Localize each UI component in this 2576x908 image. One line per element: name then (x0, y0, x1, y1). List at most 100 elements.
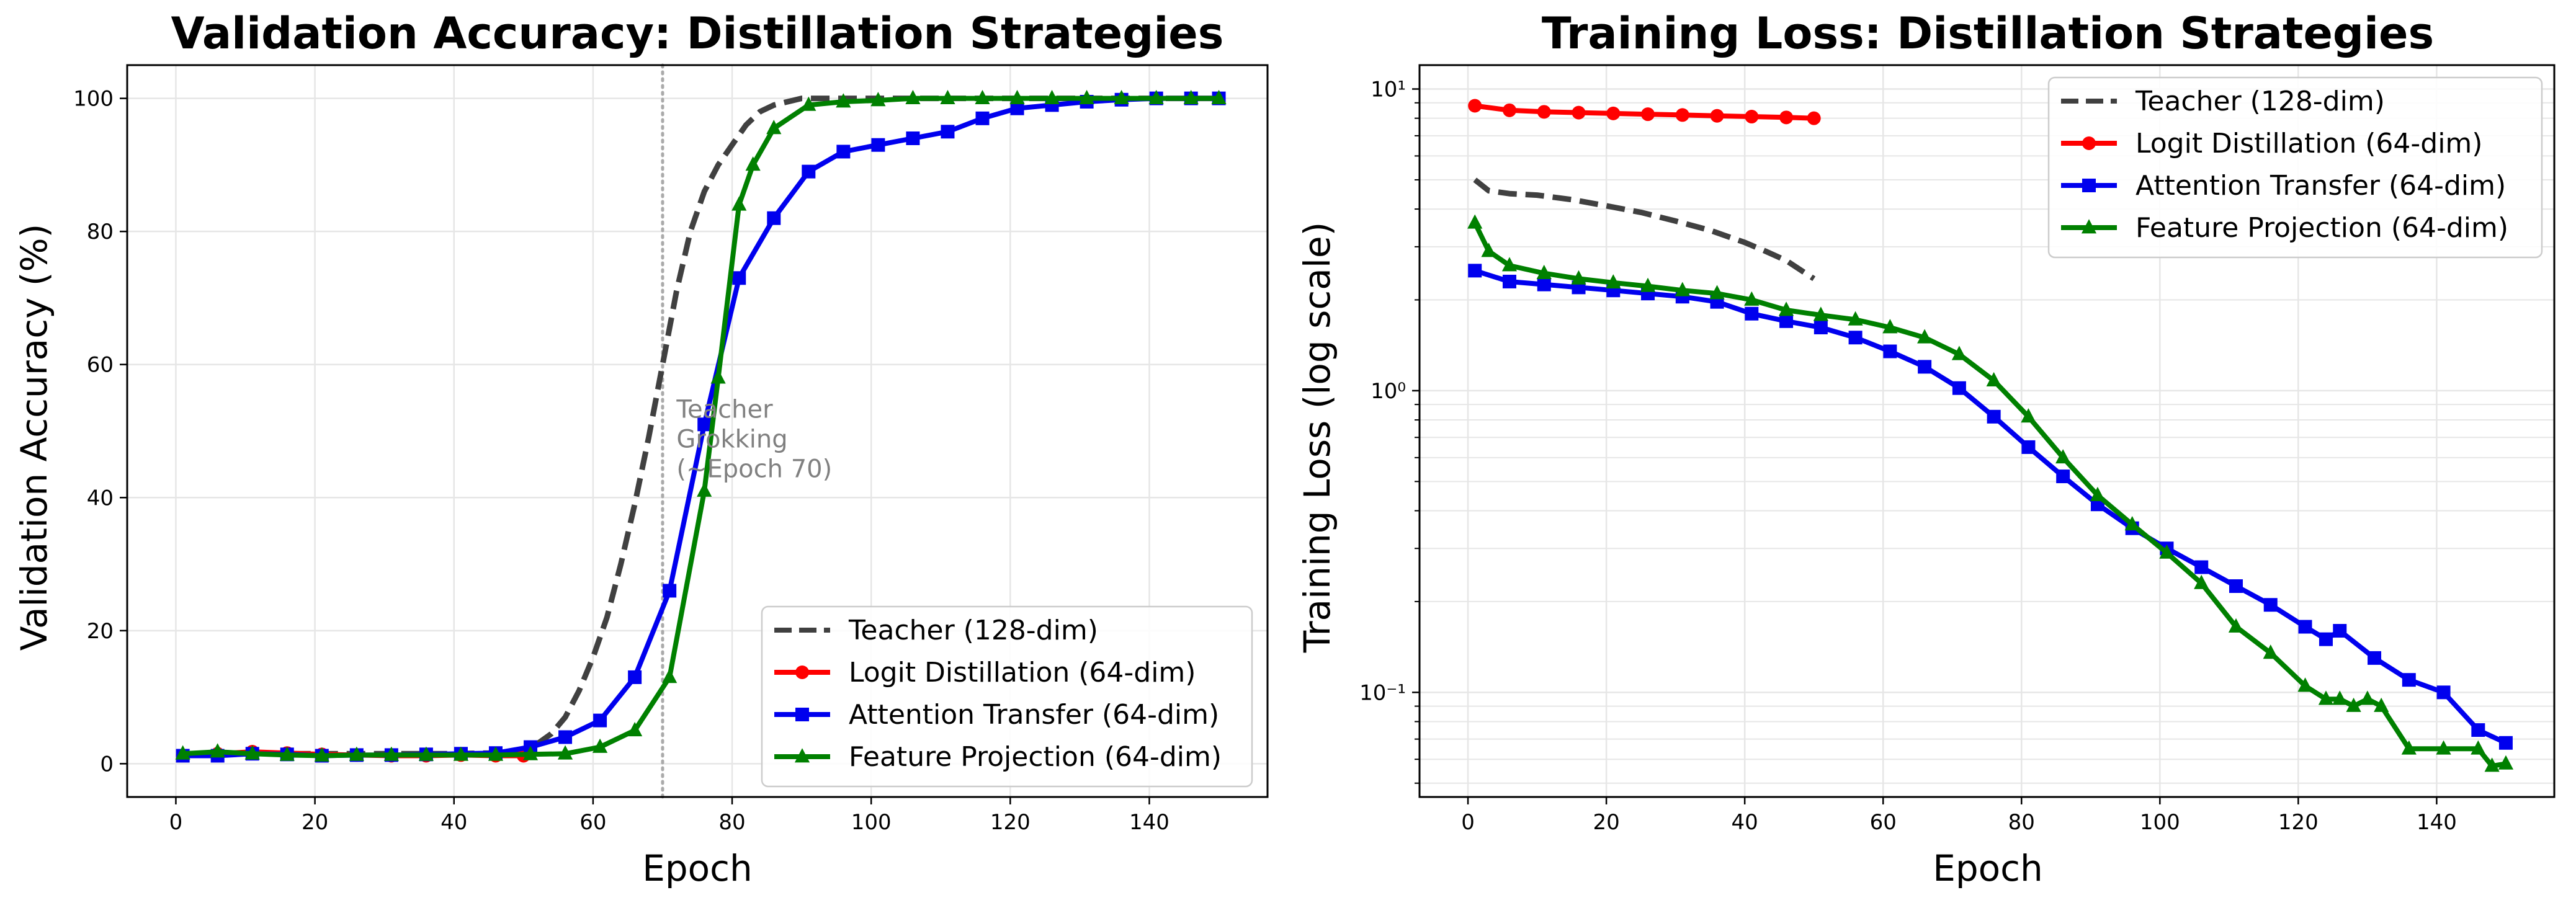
feature-projection-point (1917, 329, 1933, 344)
feature-projection-point (522, 746, 539, 760)
logit-distillation-point (1807, 111, 1821, 125)
loss-plot-frame (1418, 64, 2556, 798)
feature-projection-point (731, 196, 747, 211)
accuracy-legend-box (761, 605, 1253, 788)
feature-projection-point (1536, 264, 1552, 279)
feature-projection-point (2346, 697, 2361, 712)
logit-distillation-point (1537, 105, 1551, 119)
attention-transfer-point (2333, 624, 2347, 638)
attention-transfer-point (558, 730, 573, 744)
loss-x-tick-label: 140 (2417, 810, 2457, 835)
attention-transfer-point (1010, 101, 1024, 115)
feature-projection-point (2318, 690, 2334, 705)
attention-transfer-point (2319, 632, 2333, 646)
accuracy-x-tick-label: 100 (851, 810, 892, 835)
feature-projection-point (627, 721, 643, 737)
accuracy-y-tick-label: 40 (87, 486, 114, 510)
attention-transfer-point (1745, 306, 1759, 321)
legend-teacher-label: Teacher (128-dim) (848, 615, 1098, 646)
attention-transfer-point (836, 145, 851, 159)
feature-projection-point (1606, 274, 1621, 289)
feature-projection-point (349, 746, 364, 761)
feature-projection-point (1986, 372, 2001, 387)
attention-transfer-point (2056, 470, 2070, 484)
feature-projection-point (2484, 757, 2500, 772)
feature-projection-point (905, 89, 921, 104)
feature-projection-point (1882, 319, 1898, 334)
feature-projection-point (488, 746, 504, 761)
feature-projection-point (836, 93, 851, 108)
logit-distillation-point (1675, 108, 1689, 122)
feature-projection-point (1148, 89, 1164, 104)
attention-transfer-point (1883, 344, 1897, 358)
attention-transfer-point (2021, 440, 2036, 454)
feature-projection-point (2263, 644, 2278, 659)
feature-projection-line (1472, 220, 2508, 769)
attention-transfer-point (2498, 736, 2513, 750)
feature-projection-point (1951, 345, 1967, 360)
attention-transfer-point (2402, 673, 2416, 687)
feature-projection-point (745, 156, 761, 171)
teacher-line (1473, 177, 1816, 282)
loss-x-axis-label: Epoch (1933, 847, 2043, 889)
attention-transfer-point (1848, 331, 1863, 345)
attention-transfer-point (1468, 264, 1482, 278)
feature-projection-point (2021, 408, 2036, 423)
loss-x-tick-label: 80 (2008, 810, 2035, 835)
accuracy-y-tick-label: 100 (73, 87, 114, 112)
legend-attention-transfer-marker (795, 708, 809, 721)
feature-projection-point (2297, 677, 2313, 692)
feature-projection-point (975, 89, 990, 104)
attention-transfer-point (975, 111, 990, 125)
attention-transfer-point (2298, 620, 2312, 634)
logit-distillation-point (1502, 103, 1516, 117)
feature-projection-point (662, 669, 678, 683)
feature-projection-point (2055, 449, 2071, 464)
feature-projection-point (1467, 214, 1483, 229)
attention-transfer-point (1813, 321, 1828, 335)
attention-transfer-point (663, 584, 677, 598)
feature-projection-point (383, 746, 399, 761)
attention-transfer-line (1472, 268, 2508, 746)
loss-y-tick-label: 10¹ (1371, 78, 1406, 102)
feature-projection-point (2374, 697, 2389, 712)
attention-transfer-point (2194, 560, 2209, 574)
attention-transfer-point (1987, 409, 2001, 424)
attention-transfer-point (732, 271, 746, 285)
feature-projection-point (2090, 486, 2106, 501)
legend-teacher-label: Teacher (128-dim) (2135, 86, 2385, 117)
feature-projection-point (801, 96, 816, 111)
logit-distillation-point (1572, 105, 1586, 120)
accuracy-y-tick-label: 60 (87, 353, 114, 378)
loss-x-tick-label: 60 (1870, 810, 1897, 835)
accuracy-x-tick-label: 140 (1129, 810, 1169, 835)
attention-transfer-point (1537, 277, 1551, 292)
legend-logit-distillation-label: Logit Distillation (64-dim) (849, 657, 1196, 688)
attention-transfer-point (2436, 685, 2451, 700)
attention-transfer-point (906, 131, 920, 145)
accuracy-plot-frame (126, 64, 1269, 798)
accuracy-x-tick-label: 120 (990, 810, 1031, 835)
feature-projection-point (244, 745, 260, 760)
feature-projection-point (2471, 740, 2486, 755)
loss-x-tick-label: 40 (1732, 810, 1758, 835)
feature-projection-point (2228, 618, 2244, 633)
feature-projection-point (279, 746, 295, 761)
attention-transfer-point (628, 670, 642, 684)
logit-distillation-point (1745, 110, 1759, 124)
attention-transfer-point (2229, 579, 2243, 594)
accuracy-x-tick-label: 60 (579, 810, 606, 835)
feature-projection-point (175, 745, 190, 760)
feature-projection-point (697, 482, 712, 497)
feature-projection-point (940, 89, 955, 104)
accuracy-y-tick-label: 20 (87, 619, 114, 644)
feature-projection-point (2436, 740, 2451, 755)
feature-projection-point (2498, 755, 2514, 770)
legend-logit-distillation-label: Logit Distillation (64-dim) (2135, 128, 2482, 159)
accuracy-x-tick-label: 20 (302, 810, 328, 835)
loss-x-tick-label: 120 (2278, 810, 2319, 835)
accuracy-y-axis-label: Validation Accuracy (%) (13, 224, 55, 651)
feature-projection-point (418, 746, 434, 761)
